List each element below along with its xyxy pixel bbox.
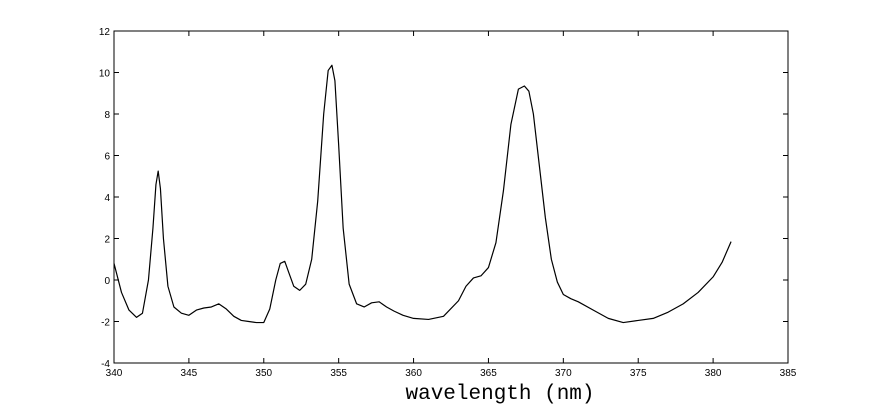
x-tick-label: 370: [555, 368, 572, 379]
y-tick-label: 4: [104, 193, 110, 204]
y-tick-label: 2: [104, 235, 110, 246]
x-tick-label: 385: [780, 368, 797, 379]
x-tick-label: 360: [405, 368, 422, 379]
x-tick-label: 350: [255, 368, 272, 379]
x-tick-label: 375: [630, 368, 647, 379]
plot-area: [113, 30, 789, 364]
y-tick-label: -4: [101, 359, 110, 370]
y-tick-label: 12: [99, 27, 111, 38]
x-tick-label: 365: [480, 368, 497, 379]
x-tick-label: 380: [705, 368, 722, 379]
y-tick-label: 10: [99, 69, 111, 80]
x-tick-label: 340: [106, 368, 123, 379]
axis-ticks: [113, 30, 789, 364]
y-tick-label: 0: [104, 276, 110, 287]
x-tick-label: 355: [330, 368, 347, 379]
y-tick-label: 6: [104, 152, 110, 163]
x-axis-title: wavelength (nm): [405, 383, 594, 406]
y-tick-label: 8: [104, 110, 110, 121]
y-tick-label: -2: [101, 318, 110, 329]
tick-labels: 340 345 350 355 360 365 370 375 380 385 -4 -2 0 2 4 6 8 1…: [99, 27, 797, 379]
spectrum-line: [113, 64, 732, 324]
x-tick-label: 345: [181, 368, 198, 379]
